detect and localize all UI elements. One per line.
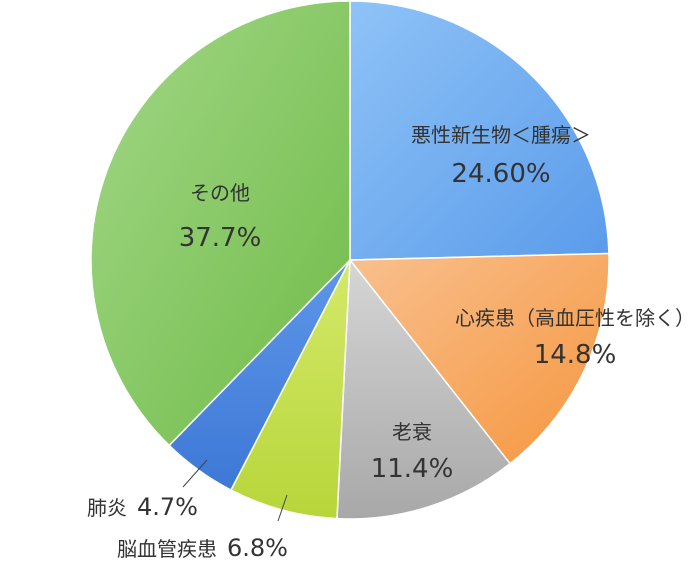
slice-value-pneumonia: 4.7% xyxy=(137,493,198,521)
slice-other xyxy=(90,0,351,447)
slice-value-other: 37.7% xyxy=(179,223,262,253)
slice-heart xyxy=(348,252,610,465)
slice-label-pneumonia-group: 肺炎 4.7% xyxy=(87,493,198,521)
slice-label-pneumonia: 肺炎 xyxy=(87,496,127,520)
slice-label-cerebrovascular: 脳血管疾患 xyxy=(117,537,217,561)
slice-cerebrovascular xyxy=(229,259,351,520)
slice-label-other: その他 xyxy=(190,181,250,205)
slice-senility xyxy=(336,257,512,520)
slice-value-cerebrovascular: 6.8% xyxy=(227,534,288,562)
slice-label-cerebrovascular-group: 脳血管疾患 6.8% xyxy=(117,534,288,562)
slice-cancer xyxy=(349,0,610,261)
leader-line-cerebrovascular xyxy=(277,494,288,522)
leader-line-pneumonia xyxy=(182,459,208,488)
slice-value-cancer: 24.60% xyxy=(451,159,550,189)
slice-value-heart: 14.8% xyxy=(534,340,617,370)
slice-label-heart: 心疾患（高血圧性を除く） xyxy=(455,306,695,330)
slice-label-senility: 老衰 xyxy=(392,420,432,444)
slice-value-senility: 11.4% xyxy=(371,454,454,484)
slice-label-cancer: 悪性新生物＜腫瘍＞ xyxy=(411,123,591,147)
